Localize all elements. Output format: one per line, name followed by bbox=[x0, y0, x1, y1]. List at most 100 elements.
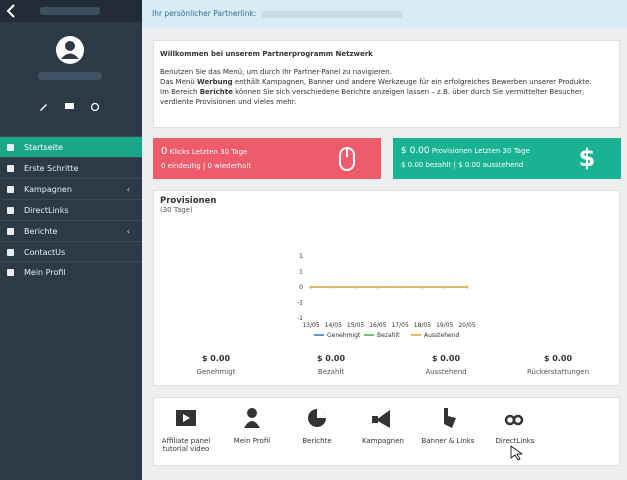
welcome-text: Im Bereich Berichte können Sie sich vers… bbox=[160, 87, 613, 107]
y-tick-label: -1 bbox=[297, 300, 303, 307]
y-tick-label: 0 bbox=[299, 284, 303, 291]
point bbox=[309, 285, 313, 289]
sidebar-header bbox=[0, 0, 142, 22]
menu-item[interactable]: DirectLinks bbox=[0, 199, 142, 220]
x-tick-label: 16/05 bbox=[369, 322, 386, 329]
welcome-card: Willkommen bei unserem Partnerprogramm N… bbox=[153, 40, 620, 128]
stat-detail: 0 eindeutig | 0 wiederholt bbox=[161, 162, 252, 170]
menu-icon bbox=[7, 165, 14, 172]
sidebar-header-icons bbox=[6, 4, 100, 18]
point bbox=[465, 285, 469, 289]
banner-icon[interactable] bbox=[444, 408, 456, 428]
menu-icon bbox=[7, 186, 14, 193]
text: Das Menü bbox=[160, 78, 197, 86]
provisions-chart: -1 -1 0 1 1 13/05 14/05 15/05 16/05 17/05 18/05 19/… bbox=[197, 253, 589, 376]
total-label: Genehmigt bbox=[197, 368, 236, 376]
total-value: $ 0.00 bbox=[544, 354, 573, 363]
y-tick-label: 1 bbox=[299, 253, 303, 260]
shortcut-label[interactable]: DirectLinks bbox=[495, 437, 535, 445]
text-bold: Werbung bbox=[197, 78, 233, 86]
shortcut-icons bbox=[176, 408, 524, 461]
shortcut-label[interactable]: Mein Profil bbox=[233, 437, 271, 445]
partner-link-label: Ihr persönlicher Partnerlink: bbox=[152, 9, 257, 18]
partner-link-blurred bbox=[262, 10, 403, 18]
menu-item[interactable]: ContactUs bbox=[0, 241, 142, 262]
total-label: Rückerstattungen bbox=[527, 368, 589, 376]
back-button[interactable] bbox=[6, 4, 15, 18]
provisions-subtitle: (30 Tage) bbox=[160, 206, 193, 214]
profile-icon[interactable] bbox=[247, 408, 257, 418]
shortcut-label[interactable]: Banner & Links bbox=[421, 437, 475, 445]
total-label: Ausstehend bbox=[425, 368, 466, 376]
svg-text:$: $ bbox=[579, 144, 596, 172]
stat-label: Klicks Letzten 30 Tage bbox=[169, 148, 248, 156]
chevron: ‹ bbox=[126, 227, 130, 236]
menu-icon bbox=[7, 269, 14, 276]
menu-icon bbox=[7, 228, 14, 235]
clicks-box: 0 Klicks Letzten 30 Tage 0 eindeutig | 0… bbox=[153, 138, 381, 179]
text: Im Bereich bbox=[160, 88, 200, 96]
point bbox=[421, 285, 424, 289]
total-value: $ 0.00 bbox=[202, 354, 231, 363]
x-tick-label: 20/05 bbox=[458, 322, 475, 329]
shortcut-label[interactable]: Kampagnen bbox=[362, 437, 404, 445]
legend-label: Ausstehend bbox=[424, 332, 460, 339]
menu-icon bbox=[7, 249, 14, 256]
provisions-title: Provisionen bbox=[160, 196, 217, 206]
point bbox=[354, 285, 357, 289]
username-blurred bbox=[38, 72, 102, 80]
edit-icon[interactable] bbox=[40, 104, 47, 111]
menu-item[interactable]: Kampagnen ‹ bbox=[0, 178, 142, 199]
x-tick-label: 17/05 bbox=[391, 322, 408, 329]
menu-item[interactable]: Startseite bbox=[0, 136, 142, 157]
text: können Sie sich verschiedene Berichte an… bbox=[160, 88, 585, 106]
total-value: $ 0.00 bbox=[432, 354, 461, 363]
commissions-box: $ 0.00 Provisionen Letzten 30 Tage $ 0.0… bbox=[393, 138, 621, 179]
text: enthält Kampagnen, Banner und andere Wer… bbox=[232, 78, 592, 86]
shortcut-label[interactable]: Berichte bbox=[302, 437, 332, 445]
total-value: $ 0.00 bbox=[317, 354, 346, 363]
chevron: ‹ bbox=[126, 185, 130, 194]
legend-label: Genehmigt bbox=[327, 332, 361, 339]
partner-link-bar: Ihr persönlicher Partnerlink: bbox=[142, 0, 627, 28]
avatar-body bbox=[61, 53, 79, 59]
dollar-icon: $ bbox=[579, 144, 596, 172]
stat-value: $ 0.00 bbox=[401, 146, 430, 156]
welcome-text: Das Menü Werbung enthält Kampagnen, Bann… bbox=[160, 77, 613, 87]
mouse-icon bbox=[339, 147, 355, 171]
shortcut-label[interactable]: Affiliate panel tutorial video bbox=[161, 437, 211, 453]
point bbox=[443, 285, 447, 289]
x-tick-label: 15/05 bbox=[347, 322, 364, 329]
x-tick-label: 19/05 bbox=[436, 322, 453, 329]
menu-icon bbox=[7, 207, 14, 214]
stat-detail: $ 0.00 bezahlt | $ 0.00 ausstehend bbox=[401, 161, 524, 169]
screen-icon[interactable] bbox=[65, 103, 74, 109]
point bbox=[398, 285, 402, 289]
legend-label: Bezahlt bbox=[377, 332, 400, 339]
user-panel bbox=[38, 36, 102, 112]
y-tick-label: -1 bbox=[297, 315, 303, 322]
power-icon[interactable] bbox=[90, 102, 100, 112]
avatar-head bbox=[65, 41, 75, 51]
x-tick-label: 18/05 bbox=[414, 322, 431, 329]
shortcuts-card: Affiliate panel tutorial video Mein Profi… bbox=[153, 397, 620, 466]
text-bold: Berichte bbox=[199, 88, 233, 96]
campaigns-icon[interactable] bbox=[376, 410, 390, 428]
y-tick-label: 1 bbox=[299, 269, 303, 276]
logo-blurred bbox=[40, 7, 100, 15]
cursor bbox=[510, 445, 524, 461]
x-tick-label: 13/05 bbox=[302, 322, 319, 329]
menu-item[interactable]: Berichte ‹ bbox=[0, 220, 142, 241]
x-tick-label: 14/05 bbox=[325, 322, 342, 329]
menu-icon bbox=[7, 144, 14, 151]
total-label: Bezahlt bbox=[318, 368, 344, 376]
welcome-title: Willkommen bei unserem Partnerprogramm N… bbox=[160, 50, 373, 58]
point bbox=[331, 285, 335, 289]
stat-value: 0 bbox=[161, 146, 168, 157]
provisions-card: Provisionen (30 Tage) -1 -1 0 1 1 13/05 14/05 1… bbox=[153, 190, 620, 386]
menu-item[interactable]: Erste Schritte bbox=[0, 157, 142, 178]
welcome-text: Benutzen Sie das Menü, um durch Ihr Part… bbox=[160, 68, 392, 76]
menu-item[interactable]: Mein Profil bbox=[0, 261, 142, 282]
stat-label: Provisionen Letzten 30 Tage bbox=[431, 147, 530, 155]
